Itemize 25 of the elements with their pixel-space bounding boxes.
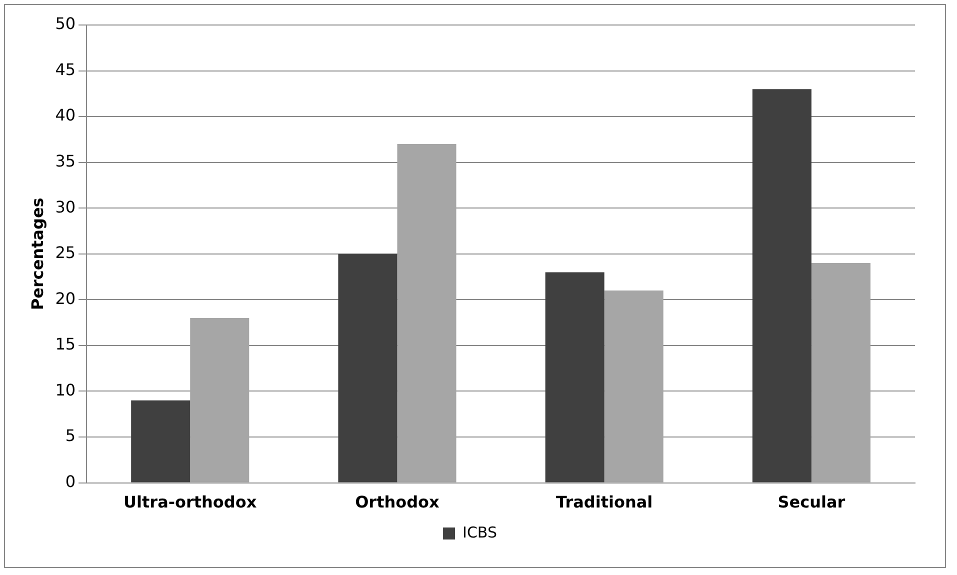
y-tick-label: 50 [55,14,76,34]
y-tick-label: 25 [55,243,76,262]
y-tick-label: 45 [55,60,76,79]
bar [604,290,664,482]
x-tick-label: Traditional [556,492,653,512]
x-tick-label: Ultra-orthodox [124,492,258,512]
bar [752,89,812,482]
bar [338,254,398,482]
y-tick-label: 5 [65,426,76,446]
bar [545,272,604,482]
legend-label: ICBS [462,523,497,542]
y-tick-label: 15 [55,334,76,354]
y-axis-title: Percentages [28,198,47,310]
x-tick-label: Secular [778,492,846,512]
bar [811,263,870,482]
y-tick-label: 10 [55,380,76,400]
y-tick-label: 0 [65,472,76,491]
y-tick-label: 20 [55,288,76,308]
y-tick-label: 30 [55,197,76,216]
y-tick-label: 35 [55,151,76,170]
bar [397,144,456,482]
y-tick-label: 40 [55,106,76,125]
x-tick-label: Orthodox [355,492,440,512]
bar [131,400,190,482]
bar [190,318,250,482]
